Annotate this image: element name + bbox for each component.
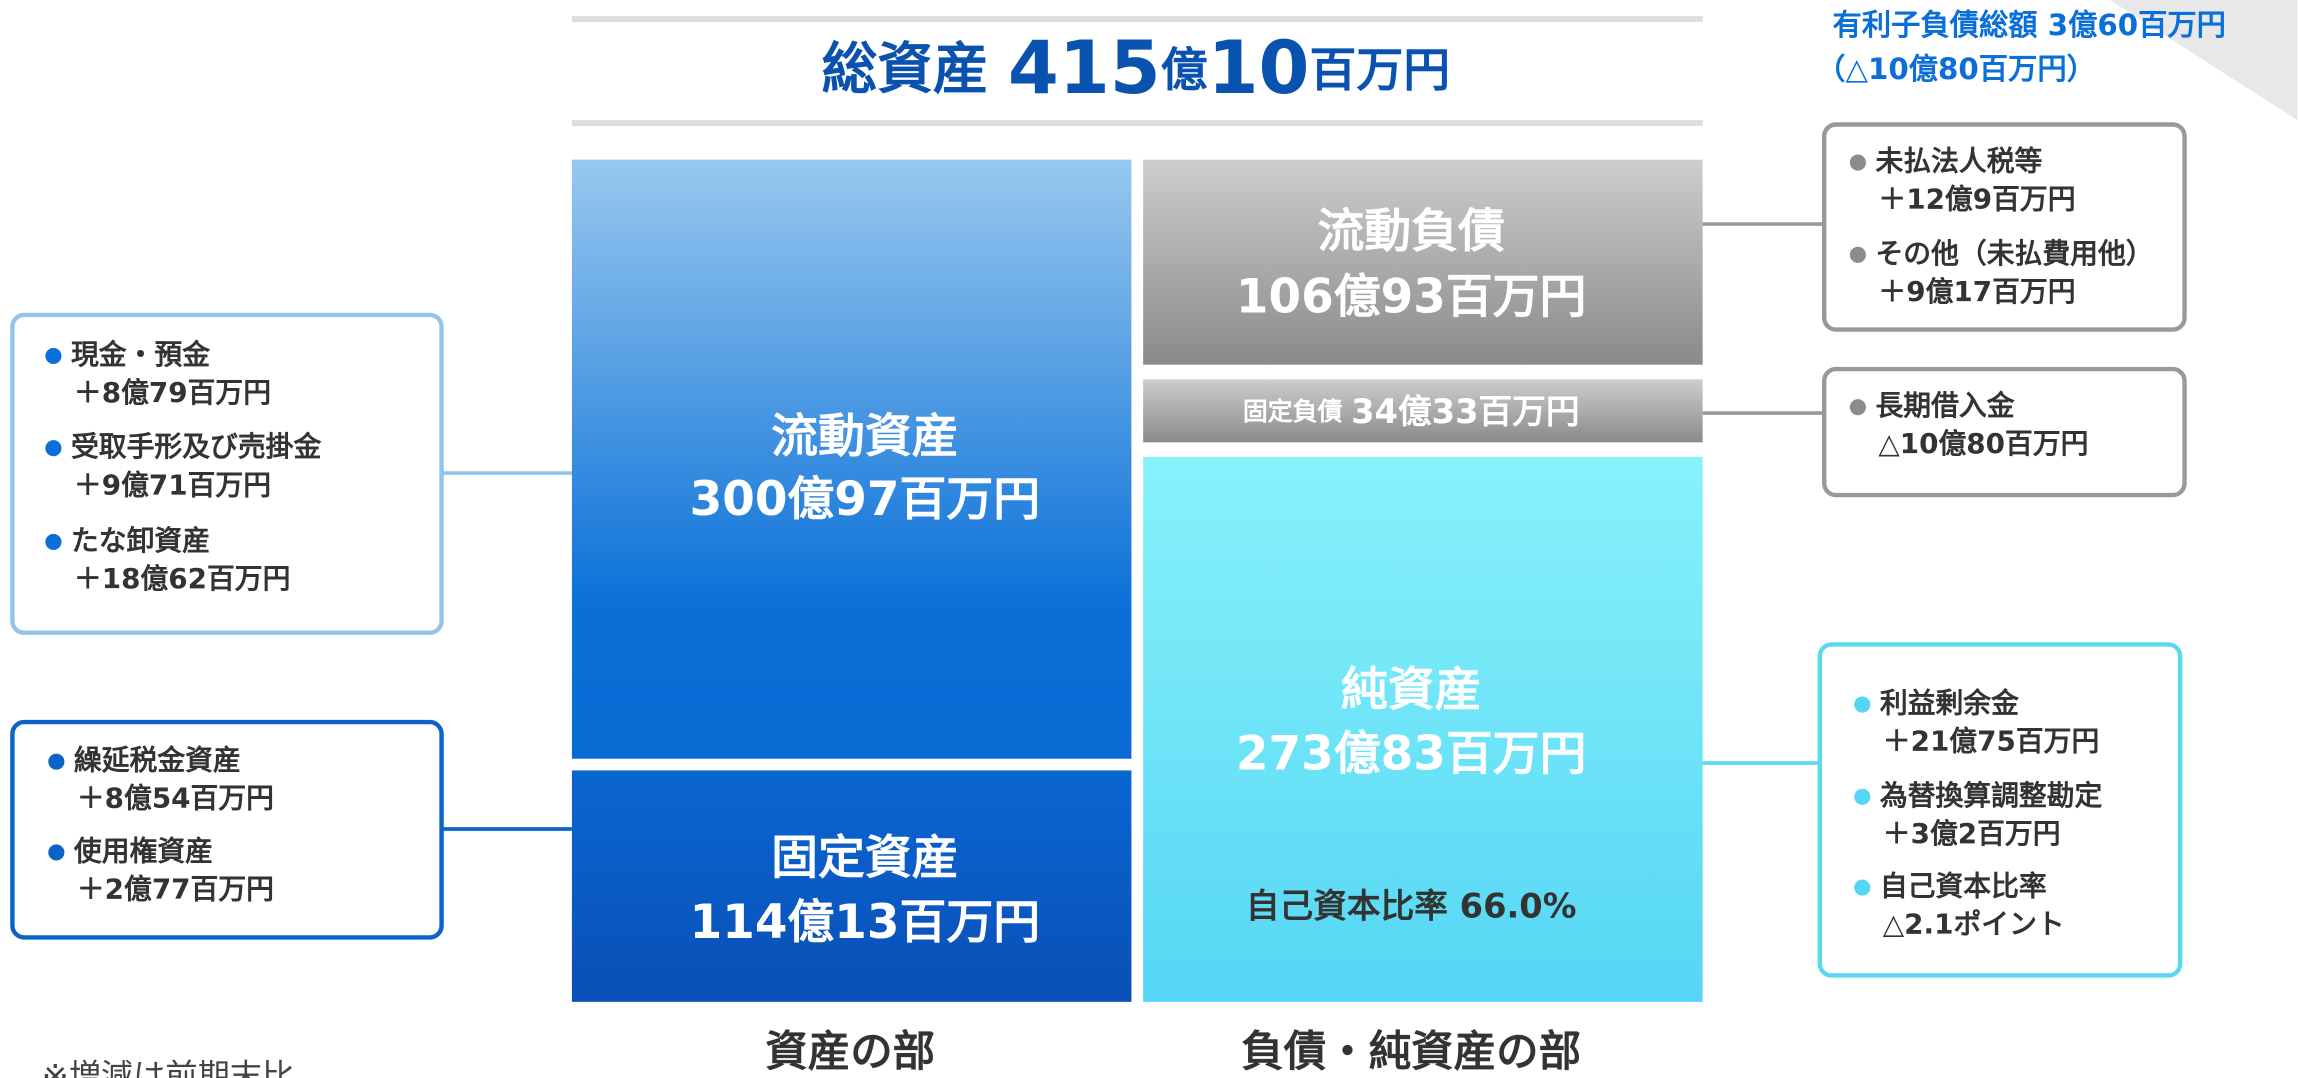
block-amount: 300億97百万円 [690, 473, 1040, 527]
section-label: 負債・純資産の部 [1241, 1028, 1581, 1077]
title-part: 億 [1161, 44, 1208, 98]
bullet [1854, 879, 1871, 896]
item-change: ＋3億2百万円 [1883, 817, 2061, 850]
block-label: 流動資産 [771, 410, 958, 464]
item-change: ＋9億71百万円 [74, 468, 271, 501]
fixed-liabilities-block [1143, 379, 1703, 443]
current-liabilities-block [1143, 159, 1703, 365]
title-part: 10 [1208, 26, 1310, 111]
section-label: 資産の部 [765, 1028, 935, 1077]
item-change: ＋8億54百万円 [77, 782, 274, 815]
item-label: その他（未払費用他） [1875, 237, 2153, 270]
item-label: 受取手形及び売掛金 [71, 430, 321, 463]
bullet [1849, 154, 1866, 171]
title-part: 百万円 [1309, 44, 1450, 98]
equity-block [1143, 456, 1703, 1002]
block-label: 流動負債 [1317, 205, 1505, 259]
item-change: ＋12億9百万円 [1878, 183, 2075, 216]
block-label: 純資産 [1341, 663, 1482, 717]
title-part: 総資産 [822, 37, 1008, 102]
current-assets-block [571, 159, 1132, 759]
bullet [45, 440, 62, 457]
item-change: ＋21億75百万円 [1883, 725, 2099, 758]
item-change: ＋9億17百万円 [1878, 275, 2075, 308]
title: 総資産 415億10百万円 [822, 26, 1450, 111]
bullet [48, 753, 65, 770]
callout-box [1822, 366, 2187, 498]
callout-box [10, 312, 444, 635]
item-label: 使用権資産 [73, 834, 213, 867]
block-amount: 114億13百万円 [690, 896, 1040, 950]
title-part: 415 [1008, 26, 1161, 111]
item-change: △10億80百万円 [1878, 427, 2088, 460]
bullet [1854, 788, 1871, 805]
block-amount: 273億83百万円 [1236, 728, 1586, 782]
block-amount: 106億93百万円 [1236, 271, 1586, 325]
block-amount: 34億33百万円 [1351, 392, 1579, 431]
item-label: 繰延税金資産 [74, 744, 241, 777]
item-change: ＋18億62百万円 [74, 562, 290, 595]
item-change: ＋2億77百万円 [77, 873, 274, 906]
bullet [1854, 696, 1871, 713]
item-change: △2.1ポイント [1883, 908, 2065, 941]
bullet [1849, 399, 1866, 416]
block-label: 固定負債 [1243, 397, 1343, 426]
debt-note: 有利子負債総額 3億60百万円 [1833, 8, 2226, 42]
fixed-assets-block [571, 770, 1132, 1002]
bullet [45, 347, 62, 364]
item-label: たな卸資産 [71, 524, 210, 557]
item-label: 利益剰余金 [1880, 687, 2019, 720]
item-label: 自己資本比率 [1880, 870, 2047, 903]
item-label: 現金・預金 [71, 338, 210, 371]
bullet [45, 533, 62, 550]
corner-decoration [2109, 0, 2298, 121]
item-label: 未払法人税等 [1875, 145, 2042, 178]
callout-box [10, 719, 444, 940]
bullet [48, 844, 65, 861]
note: ※増減は前期末比 [42, 1057, 295, 1078]
debt-note: （△10億80百万円） [1816, 52, 2096, 86]
block-label: 固定資産 [771, 832, 958, 886]
fixed-liabilities-text: 固定負債 34億33百万円 [1243, 392, 1580, 431]
callout-box [1822, 122, 2187, 332]
item-label: 為替換算調整勘定 [1880, 779, 2103, 812]
item-label: 長期借入金 [1875, 389, 2014, 422]
equity-ratio: 自己資本比率 66.0% [1246, 887, 1577, 926]
callout-box [1817, 642, 2183, 978]
bullet [1849, 246, 1866, 263]
item-change: ＋8億79百万円 [74, 376, 271, 409]
